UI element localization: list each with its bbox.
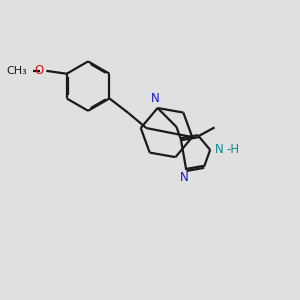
Text: N: N xyxy=(214,143,223,156)
Text: O: O xyxy=(35,64,44,77)
Text: N: N xyxy=(180,171,188,184)
Text: -H: -H xyxy=(226,143,239,156)
Text: N: N xyxy=(151,92,160,104)
Text: CH₃: CH₃ xyxy=(6,66,27,76)
